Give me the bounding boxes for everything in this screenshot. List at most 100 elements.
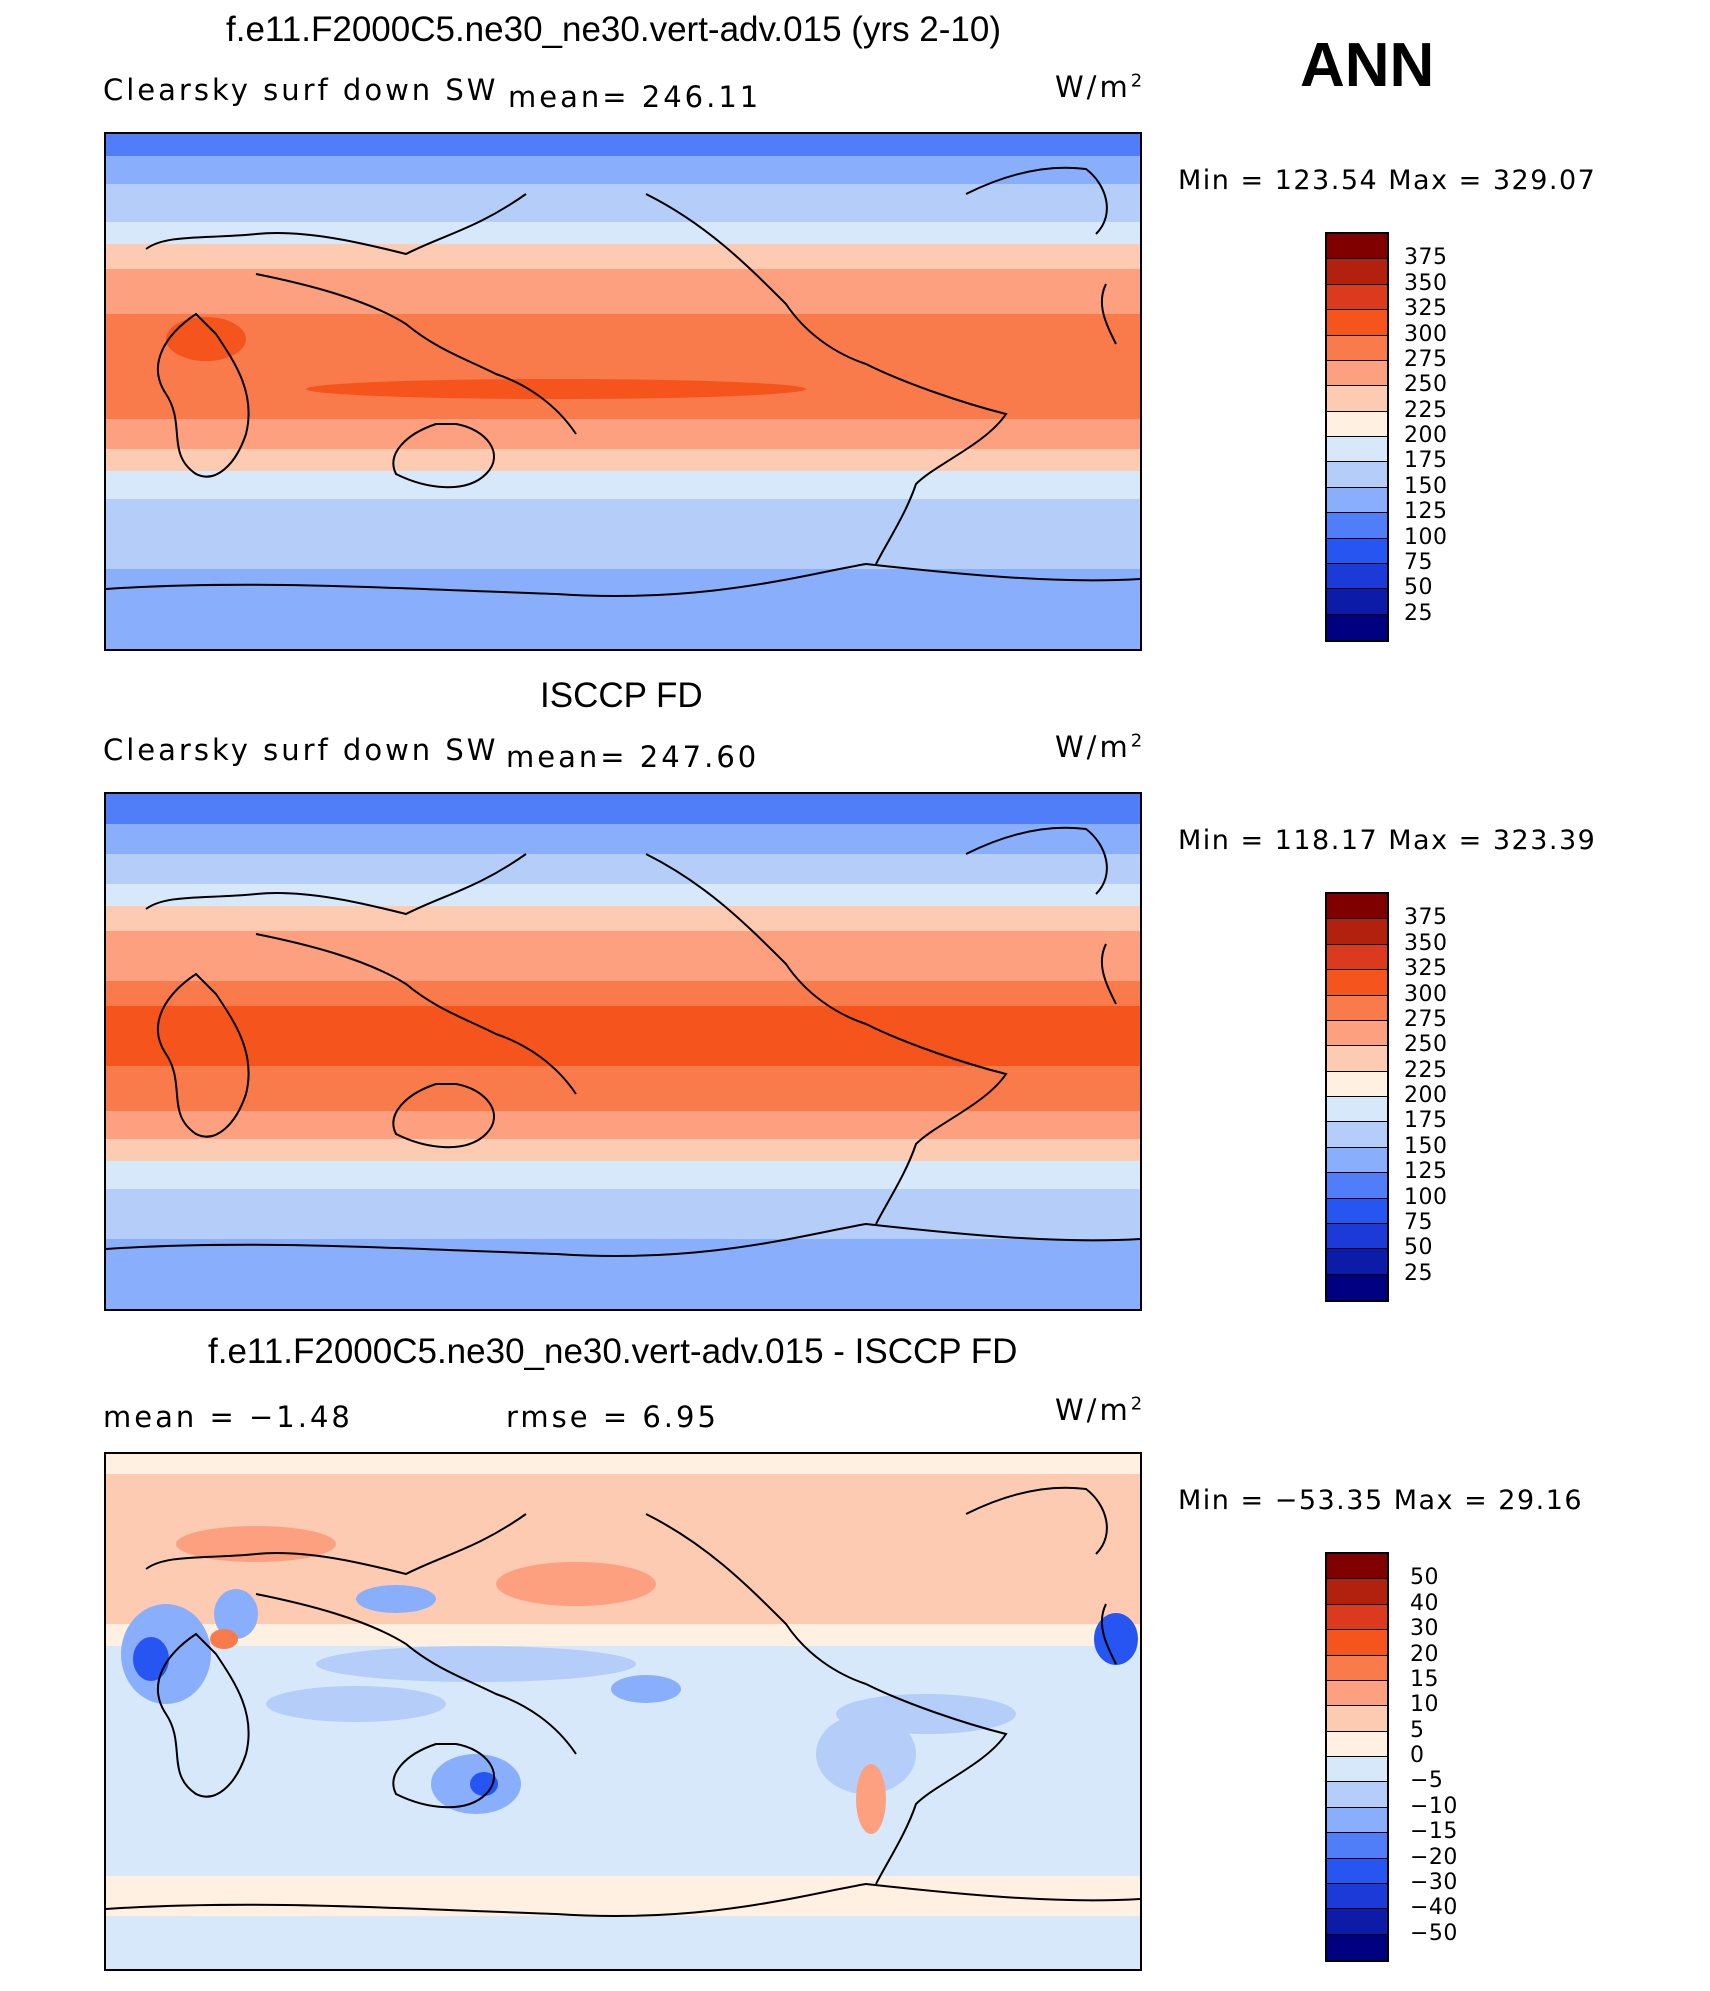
colorbar-tick-label: 25	[1404, 1260, 1433, 1286]
colorbar-tick-label: 375	[1404, 245, 1448, 271]
colorbar-swatch	[1327, 1757, 1387, 1783]
season-label: ANN	[1300, 31, 1435, 100]
rmse-label: rmse = 6.95	[506, 1400, 719, 1434]
minmax-label: Min = 118.17 Max = 323.39	[1178, 825, 1597, 856]
map-model-field	[106, 134, 1140, 649]
colorbar-tick-label: 125	[1404, 1159, 1448, 1185]
colorbar-tick-label: 0	[1410, 1743, 1425, 1768]
colorbar-tick-label: 275	[1404, 346, 1448, 372]
colorbar-tick-label: 100	[1404, 524, 1448, 550]
colorbar-tick-label: 300	[1404, 321, 1448, 347]
colorbar-swatch	[1327, 1071, 1387, 1097]
colorbar-swatch	[1327, 1909, 1387, 1935]
colorbar-tick-label: 20	[1410, 1641, 1439, 1667]
minmax-label: Min = 123.54 Max = 329.07	[1178, 165, 1597, 196]
colorbar-swatch	[1327, 1198, 1387, 1224]
colorbar-tick-label: 25	[1404, 600, 1433, 626]
colorbar-swatch	[1327, 1147, 1387, 1174]
colorbar-tick-label: 50	[1404, 575, 1433, 601]
colorbar-swatch	[1327, 259, 1387, 285]
colorbar-swatch	[1327, 1655, 1387, 1681]
colorbar-swatch	[1327, 995, 1387, 1021]
colorbar-tick-label: 375	[1404, 905, 1448, 931]
colorbar-swatch	[1327, 970, 1387, 996]
colorbar-swatch	[1327, 1883, 1387, 1910]
colorbar-swatch	[1327, 1934, 1387, 1960]
colorbar-tick-label: 50	[1404, 1235, 1433, 1261]
colorbar-swatch	[1327, 1604, 1387, 1631]
colorbar-swatch	[1327, 437, 1387, 463]
colorbar-tick-label: 150	[1404, 1133, 1448, 1159]
colorbar-tick-label: −20	[1410, 1844, 1458, 1870]
colorbar-swatch	[1327, 360, 1387, 387]
variable-label: Clearsky surf down SW	[103, 73, 499, 107]
colorbar-swatch	[1327, 614, 1387, 640]
colorbar-swatch	[1327, 1706, 1387, 1732]
colorbar-swatch	[1327, 1046, 1387, 1072]
colorbar-swatch	[1327, 919, 1387, 945]
colorbar-tick-label: 325	[1404, 956, 1448, 982]
colorbar-tick-label: 125	[1404, 499, 1448, 525]
colorbar-swatch	[1327, 944, 1387, 971]
colorbar-swatch	[1327, 1630, 1387, 1656]
colorbar-tick-label: −5	[1410, 1768, 1444, 1794]
colorbar-tick-label: 200	[1404, 423, 1448, 448]
map-model	[104, 132, 1142, 651]
mean-label: mean= 247.60	[506, 740, 760, 774]
units-label: W/m2	[1055, 70, 1146, 104]
mean-label: mean = −1.48	[103, 1400, 353, 1434]
colorbar-swatch	[1327, 589, 1387, 615]
colorbar-tick-label: 150	[1404, 473, 1448, 499]
panel-title: f.e11.F2000C5.ne30_ne30.vert-adv.015 (yr…	[226, 10, 1002, 49]
colorbar-tick-label: 5	[1410, 1717, 1425, 1743]
colorbar-tick-label: 40	[1410, 1590, 1439, 1616]
colorbar-swatch	[1327, 1807, 1387, 1834]
colorbar-tick-label: 250	[1404, 1032, 1448, 1058]
colorbar-swatch	[1327, 1782, 1387, 1808]
colorbar-swatch	[1327, 234, 1387, 260]
colorbar-swatch	[1327, 1097, 1387, 1123]
colorbar-swatch	[1327, 538, 1387, 564]
colorbar-swatch	[1327, 335, 1387, 361]
map-obs-field	[106, 794, 1140, 1309]
colorbar-swatch	[1327, 462, 1387, 488]
colorbar-swatch	[1327, 513, 1387, 539]
colorbar-tick-label: 100	[1404, 1184, 1448, 1210]
colorbar-swatch	[1327, 1020, 1387, 1047]
variable-label: Clearsky surf down SW	[103, 733, 499, 767]
colorbar-tick-label: −15	[1410, 1819, 1458, 1845]
colorbar-tick-label: −50	[1410, 1920, 1458, 1946]
colorbar-swatch	[1327, 1274, 1387, 1300]
units-label: W/m2	[1055, 730, 1146, 764]
colorbar-swatch	[1327, 894, 1387, 920]
colorbar-tick-label: 175	[1404, 448, 1448, 474]
colorbar	[1325, 1552, 1389, 1962]
colorbar-swatch	[1327, 1579, 1387, 1605]
panel-title: f.e11.F2000C5.ne30_ne30.vert-adv.015 - I…	[208, 1332, 1018, 1371]
colorbar-tick-label: −30	[1410, 1869, 1458, 1895]
colorbar-tick-label: 225	[1404, 1057, 1448, 1083]
colorbar-swatch	[1327, 1680, 1387, 1707]
colorbar-tick-label: −40	[1410, 1895, 1458, 1921]
colorbar-tick-label: 350	[1404, 930, 1448, 956]
colorbar-tick-label: 75	[1404, 549, 1433, 575]
map-diff	[104, 1452, 1142, 1971]
colorbar	[1325, 892, 1389, 1302]
colorbar-swatch	[1327, 1858, 1387, 1884]
colorbar-swatch	[1327, 411, 1387, 437]
colorbar-tick-label: 325	[1404, 296, 1448, 322]
colorbar-swatch	[1327, 1173, 1387, 1199]
colorbar-tick-label: 275	[1404, 1006, 1448, 1032]
mean-label: mean= 246.11	[508, 80, 762, 114]
colorbar-swatch	[1327, 563, 1387, 590]
colorbar-tick-label: 300	[1404, 981, 1448, 1007]
colorbar-swatch	[1327, 310, 1387, 336]
map-obs	[104, 792, 1142, 1311]
colorbar-tick-label: 30	[1410, 1616, 1439, 1642]
colorbar-tick-label: 225	[1404, 397, 1448, 423]
colorbar-swatch	[1327, 1833, 1387, 1859]
colorbar-swatch	[1327, 1223, 1387, 1250]
colorbar-tick-label: 350	[1404, 270, 1448, 296]
colorbar-tick-label: 15	[1410, 1666, 1439, 1692]
units-label: W/m2	[1055, 1393, 1146, 1427]
